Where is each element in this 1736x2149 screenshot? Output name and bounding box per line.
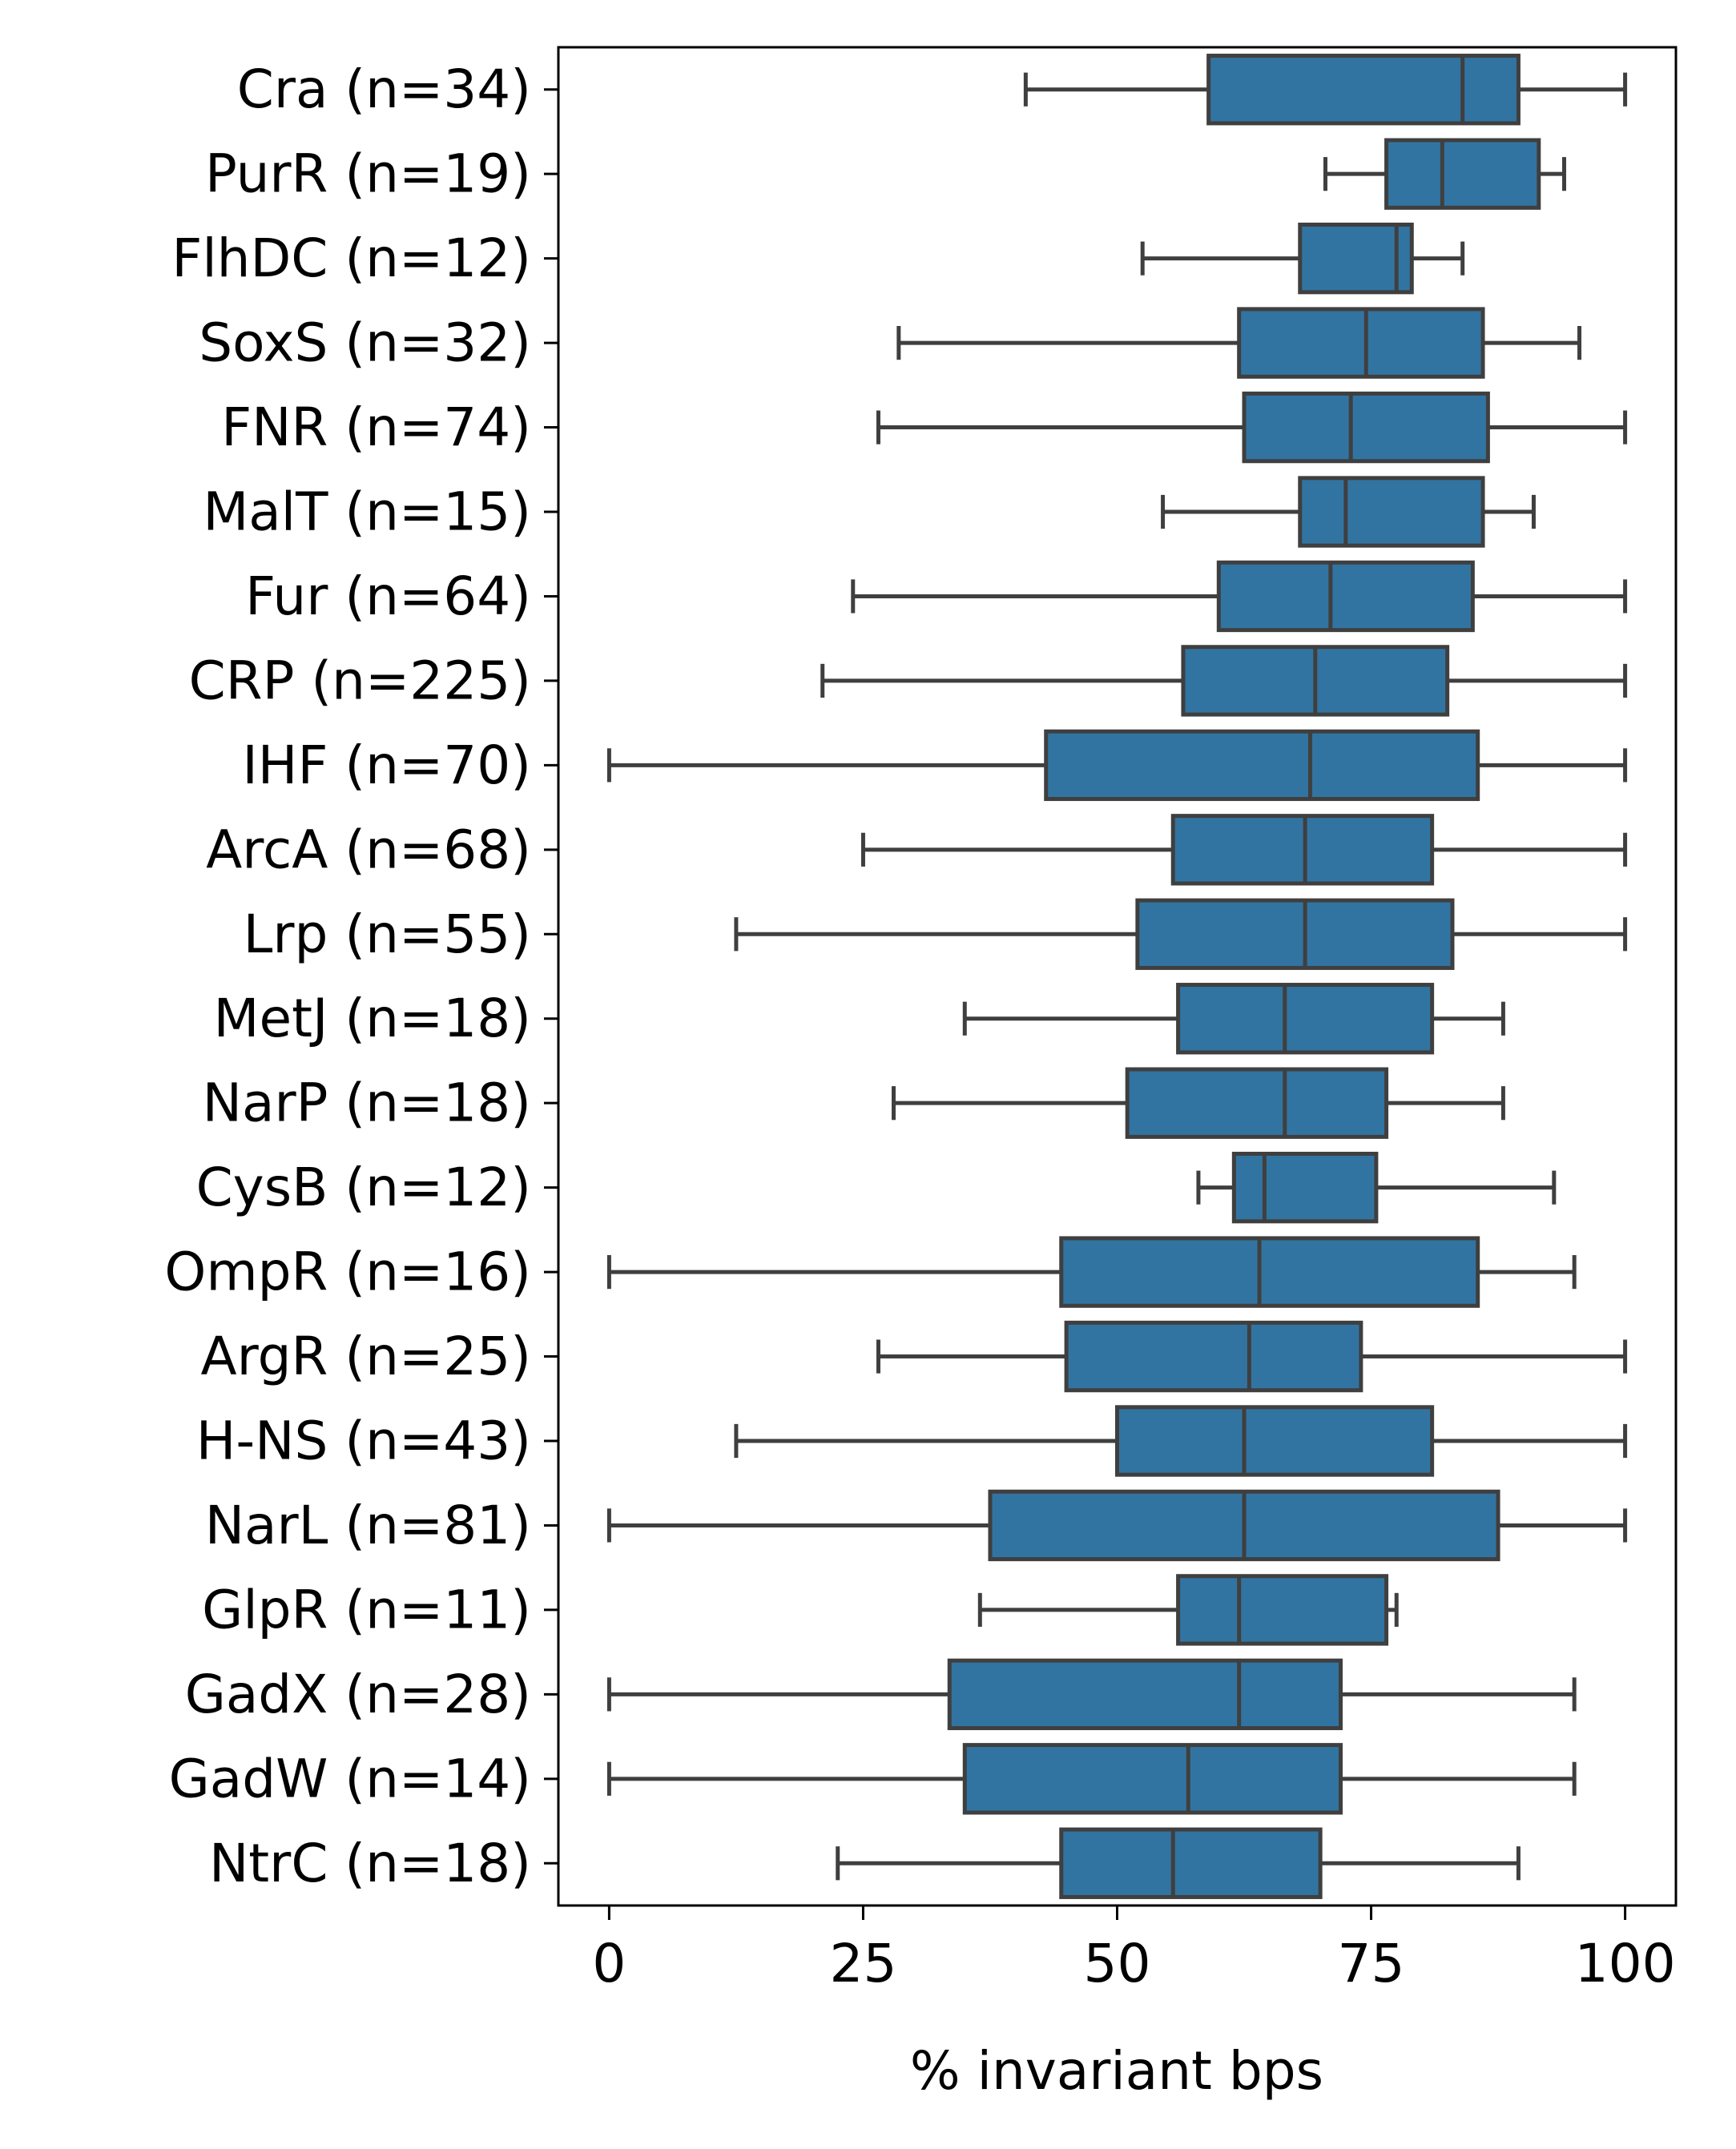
y-tick-label: GlpR (n=11) [202,1579,531,1640]
x-tick-label: 100 [1575,1933,1676,1994]
box [1064,1320,1363,1393]
box [1298,222,1414,295]
boxes-layer [606,54,1628,1899]
box-group [896,307,1582,379]
y-tick-label: CRP (n=225) [189,650,531,711]
box-group [977,1574,1399,1646]
y-tick-label: PurR (n=19) [205,143,531,205]
box-group [1140,222,1465,295]
box [1216,560,1475,633]
box-group [962,983,1505,1055]
x-axis-label: % invariant bps [910,2040,1323,2102]
box [1170,814,1435,886]
y-tick-label: FlhDC (n=12) [171,227,531,289]
box-group [1023,54,1628,126]
box [947,1658,1343,1731]
box [1125,1067,1389,1139]
box [1176,1574,1389,1646]
x-axis: 0 25 50 75 100 [592,1906,1676,1994]
box [1384,138,1541,210]
box-group [876,391,1628,464]
y-tick-label: FNR (n=74) [221,396,531,458]
box-group [892,1067,1505,1139]
y-tick-label: H-NS (n=43) [196,1411,531,1472]
y-tick-label: GadX (n=28) [185,1664,531,1725]
box-group [1323,138,1566,210]
box [1059,1236,1480,1308]
y-tick-label: ArgR (n=25) [201,1326,531,1387]
y-tick-label: OmpR (n=16) [164,1242,531,1303]
box-group [836,1827,1521,1899]
box [1135,898,1455,970]
box-group [851,560,1628,633]
y-tick-label: Lrp (n=55) [244,903,531,965]
y-tick-label: IHF (n=70) [242,734,531,796]
box-group [1161,476,1536,548]
y-tick-label: MalT (n=15) [203,481,531,543]
box-group [606,1658,1577,1731]
box-group [734,898,1628,970]
x-tick-label: 75 [1338,1933,1405,1994]
y-tick-label: SoxS (n=32) [199,312,531,374]
box-group [1196,1151,1557,1224]
y-tick-label: MetJ (n=18) [214,988,531,1049]
box-group [606,1743,1577,1815]
x-tick-label: 25 [829,1933,896,1994]
box-group [606,1236,1577,1308]
y-tick-label: NtrC (n=18) [209,1833,531,1894]
y-tick-label: NarL (n=81) [205,1495,531,1556]
box-group [820,645,1628,717]
y-tick-label: Cra (n=34) [237,58,531,120]
y-tick-label: Fur (n=64) [245,565,531,627]
box [962,1743,1343,1815]
box [1298,476,1485,548]
y-tick-label: GadW (n=14) [169,1748,531,1809]
y-axis: Cra (n=34) PurR (n=19) FlhDC (n=12) SoxS (n… [164,58,558,1894]
box-group [606,1489,1628,1562]
box-group [860,814,1628,886]
box [1044,729,1480,802]
y-tick-label: CysB (n=12) [196,1157,531,1218]
x-tick-label: 50 [1084,1933,1151,1994]
box [1176,983,1435,1055]
box-group [734,1405,1628,1477]
box [1231,1151,1379,1224]
plot-frame [557,46,1678,1907]
box-group [606,729,1628,802]
y-tick-label: ArcA (n=68) [206,819,531,880]
box [1242,391,1490,464]
box [1237,307,1485,379]
box-group [876,1320,1628,1393]
box [1059,1827,1323,1899]
x-tick-label: 0 [592,1933,626,1994]
box [1206,54,1521,126]
box [1115,1405,1435,1477]
y-tick-label: NarP (n=18) [203,1072,531,1134]
